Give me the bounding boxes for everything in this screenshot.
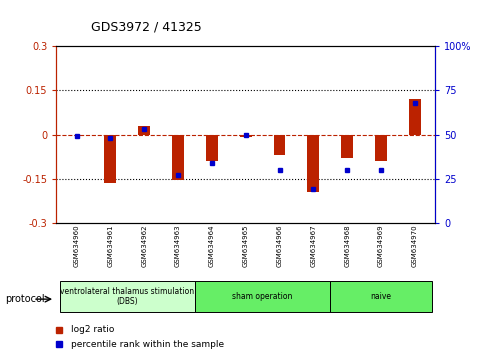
- FancyBboxPatch shape: [195, 281, 329, 312]
- Bar: [341, 135, 352, 158]
- Text: GDS3972 / 41325: GDS3972 / 41325: [91, 21, 202, 34]
- Bar: [205, 135, 217, 161]
- Text: protocol: protocol: [5, 294, 44, 304]
- Text: log2 ratio: log2 ratio: [71, 325, 114, 334]
- Bar: [239, 135, 251, 137]
- FancyBboxPatch shape: [329, 281, 431, 312]
- Bar: [408, 99, 420, 135]
- Bar: [172, 135, 183, 180]
- Bar: [104, 135, 116, 183]
- Bar: [273, 135, 285, 155]
- Text: ventrolateral thalamus stimulation
(DBS): ventrolateral thalamus stimulation (DBS): [60, 287, 194, 306]
- Text: naive: naive: [370, 292, 391, 301]
- Text: sham operation: sham operation: [232, 292, 292, 301]
- Text: percentile rank within the sample: percentile rank within the sample: [71, 339, 224, 349]
- Bar: [307, 135, 319, 192]
- Bar: [138, 126, 150, 135]
- FancyBboxPatch shape: [60, 281, 195, 312]
- Bar: [374, 135, 386, 161]
